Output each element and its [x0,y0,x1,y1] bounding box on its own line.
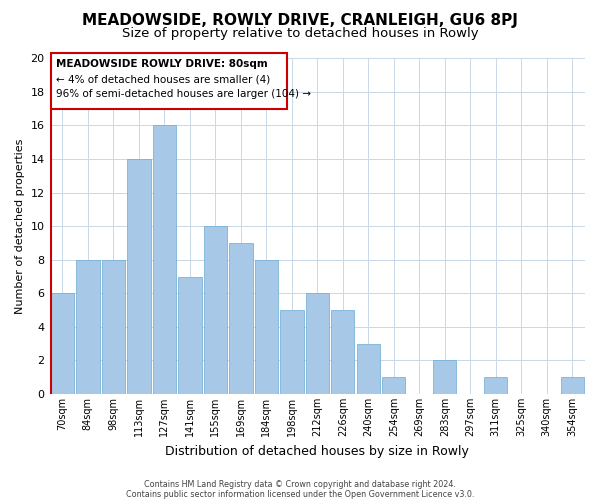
Bar [356,344,380,394]
Text: MEADOWSIDE, ROWLY DRIVE, CRANLEIGH, GU6 8PJ: MEADOWSIDE, ROWLY DRIVE, CRANLEIGH, GU6 … [82,12,518,28]
Bar [101,260,125,394]
Bar [203,226,227,394]
Bar [382,377,406,394]
Bar [331,310,355,394]
Bar [178,276,202,394]
Text: Contains HM Land Registry data © Crown copyright and database right 2024.: Contains HM Land Registry data © Crown c… [144,480,456,489]
Bar [127,159,151,394]
Bar [76,260,100,394]
FancyBboxPatch shape [51,53,287,108]
Bar [560,377,584,394]
Bar [254,260,278,394]
Text: ← 4% of detached houses are smaller (4): ← 4% of detached houses are smaller (4) [56,74,270,84]
Bar [305,294,329,394]
Bar [152,126,176,394]
Text: Size of property relative to detached houses in Rowly: Size of property relative to detached ho… [122,28,478,40]
Bar [484,377,508,394]
Bar [229,243,253,394]
Y-axis label: Number of detached properties: Number of detached properties [15,138,25,314]
Bar [50,294,74,394]
Text: MEADOWSIDE ROWLY DRIVE: 80sqm: MEADOWSIDE ROWLY DRIVE: 80sqm [56,59,268,69]
Text: Contains public sector information licensed under the Open Government Licence v3: Contains public sector information licen… [126,490,474,499]
Text: 96% of semi-detached houses are larger (104) →: 96% of semi-detached houses are larger (… [56,90,311,100]
Bar [280,310,304,394]
X-axis label: Distribution of detached houses by size in Rowly: Distribution of detached houses by size … [166,444,469,458]
Bar [433,360,457,394]
